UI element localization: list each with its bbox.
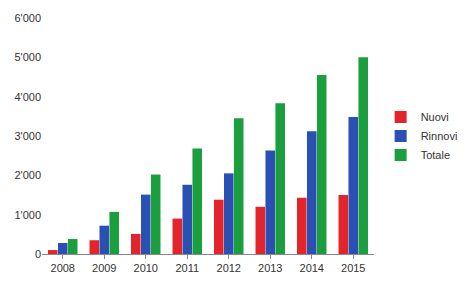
svg-text:2009: 2009 bbox=[92, 262, 116, 274]
svg-text:5'000: 5'000 bbox=[14, 51, 41, 63]
svg-text:2'000: 2'000 bbox=[14, 169, 41, 181]
svg-text:2008: 2008 bbox=[51, 262, 75, 274]
svg-text:1'000: 1'000 bbox=[14, 209, 41, 221]
svg-text:6'000: 6'000 bbox=[14, 12, 41, 24]
svg-text:2011: 2011 bbox=[175, 262, 199, 274]
svg-text:2010: 2010 bbox=[134, 262, 158, 274]
svg-text:2014: 2014 bbox=[300, 262, 324, 274]
svg-text:2015: 2015 bbox=[341, 262, 365, 274]
svg-text:Totale: Totale bbox=[421, 149, 450, 161]
svg-text:0: 0 bbox=[35, 248, 41, 260]
svg-text:Rinnovi: Rinnovi bbox=[421, 130, 458, 142]
svg-text:2013: 2013 bbox=[258, 262, 282, 274]
svg-text:3'000: 3'000 bbox=[14, 130, 41, 142]
svg-text:Nuovi: Nuovi bbox=[421, 111, 449, 123]
svg-text:2012: 2012 bbox=[217, 262, 241, 274]
svg-text:4'000: 4'000 bbox=[14, 91, 41, 103]
